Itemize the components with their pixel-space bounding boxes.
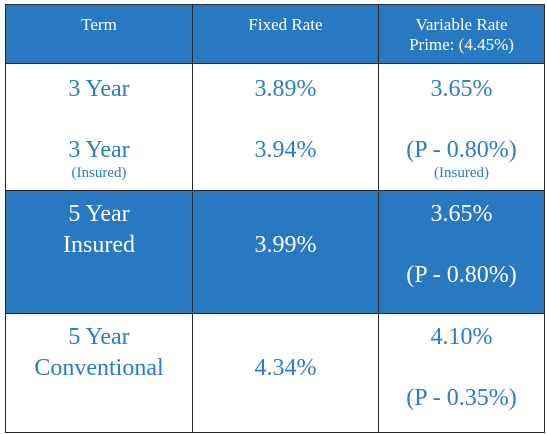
fixed-5-year-conventional: 4.34%	[254, 355, 317, 381]
term-3-year: 3 Year	[68, 76, 130, 102]
header-variable-rate: Variable Rate Prime: (4.45%)	[378, 4, 545, 64]
rates-table: Term Fixed Rate Variable Rate Prime: (4.…	[5, 4, 545, 433]
term-insured-note: (Insured)	[71, 165, 127, 181]
row-5-year-conventional: 5 Year Conventional 4.34% 4.10% (P - 0.3…	[5, 313, 545, 433]
header-fixed-rate: Fixed Rate	[192, 4, 379, 64]
term-conventional: Conventional	[34, 355, 164, 381]
cell-term-5-year-insured: 5 Year Insured	[5, 190, 193, 314]
header-term: Term	[5, 4, 193, 64]
fixed-5-year-insured: 3.99%	[254, 232, 317, 258]
variable-insured-note: (Insured)	[434, 165, 489, 181]
fixed-3-year: 3.89%	[254, 76, 317, 102]
row-3-year: 3 Year 3 Year (Insured) 3.89% 3.94% 3.65…	[5, 63, 545, 191]
cell-variable-5-year-insured: 3.65% (P - 0.80%)	[378, 190, 545, 314]
cell-term-5-year-conventional: 5 Year Conventional	[5, 313, 193, 433]
term-3-year-insured: 3 Year	[68, 137, 130, 163]
header-term-label: Term	[81, 15, 117, 34]
term-insured: Insured	[63, 232, 135, 258]
variable-3-year-prime: (P - 0.80%)	[406, 137, 517, 163]
term-5-year: 5 Year	[68, 201, 130, 227]
cell-variable-3-year: 3.65% (P - 0.80%) (Insured)	[378, 63, 545, 191]
cell-term-3-year: 3 Year 3 Year (Insured)	[5, 63, 193, 191]
row-5-year-insured: 5 Year Insured 3.99% 3.65% (P - 0.80%)	[5, 190, 545, 314]
cell-fixed-3-year: 3.89% 3.94%	[192, 63, 379, 191]
variable-5-year-conventional-prime: (P - 0.35%)	[406, 385, 517, 411]
cell-variable-5-year-conventional: 4.10% (P - 0.35%)	[378, 313, 545, 433]
term-5-year-conv: 5 Year	[68, 324, 130, 350]
cell-fixed-5-year-insured: 3.99%	[192, 190, 379, 314]
variable-5-year-insured-prime: (P - 0.80%)	[406, 262, 517, 288]
fixed-3-year-insured: 3.94%	[254, 137, 317, 163]
variable-3-year: 3.65%	[430, 76, 493, 102]
header-fixed-label: Fixed Rate	[248, 15, 323, 34]
variable-5-year-conventional: 4.10%	[430, 324, 493, 350]
header-variable-label: Variable Rate	[415, 15, 508, 34]
header-row: Term Fixed Rate Variable Rate Prime: (4.…	[5, 4, 545, 64]
header-prime-label: Prime: (4.45%)	[409, 35, 514, 54]
variable-5-year-insured: 3.65%	[430, 201, 493, 227]
cell-fixed-5-year-conventional: 4.34%	[192, 313, 379, 433]
